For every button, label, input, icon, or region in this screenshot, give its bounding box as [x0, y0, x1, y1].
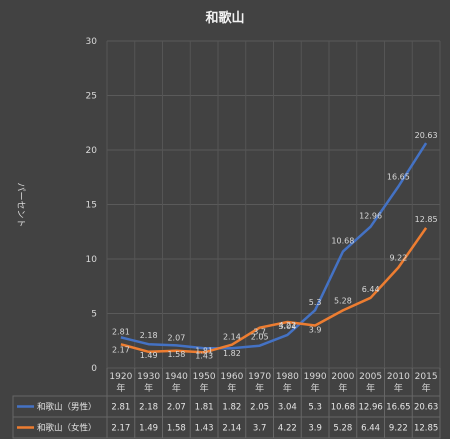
- y-tick-label: 25: [86, 92, 97, 102]
- y-axis-label: パーセント: [15, 182, 26, 227]
- data-label: 1.81: [195, 346, 213, 355]
- table-cell: 3.04: [278, 403, 297, 413]
- data-label: 1.49: [140, 351, 158, 360]
- y-tick-label: 10: [86, 255, 98, 265]
- x-tick-label: 2005: [359, 372, 382, 382]
- x-tick-label: 1990: [304, 372, 327, 382]
- table-cell: 16.65: [386, 403, 410, 413]
- y-tick-label: 5: [91, 310, 97, 320]
- table-cell: 1.82: [222, 403, 241, 413]
- y-tick-label: 20: [86, 146, 98, 156]
- data-label: 3.9: [309, 325, 322, 334]
- x-tick-label: 2015: [415, 372, 438, 382]
- table-cell: 3.7: [253, 424, 267, 434]
- data-label: 2.07: [167, 333, 185, 342]
- legend-label: 和歌山（男性）: [37, 402, 97, 413]
- gridlines: [106, 40, 441, 369]
- x-tick-suffix: 年: [394, 382, 403, 394]
- series-line: [120, 227, 428, 354]
- data-label: 2.81: [112, 327, 130, 336]
- data-label: 9.22: [389, 254, 407, 263]
- x-tick-suffix: 年: [172, 382, 181, 394]
- table-cell: 6.44: [361, 424, 380, 434]
- table-cell: 1.43: [195, 424, 214, 434]
- table-cell: 2.05: [250, 403, 269, 413]
- data-label: 2.17: [112, 345, 130, 354]
- x-tick-suffix: 年: [366, 382, 375, 394]
- table-cell: 5.3: [308, 403, 322, 413]
- x-tick-label: 1930: [137, 372, 160, 382]
- table-cell: 1.81: [195, 403, 214, 413]
- series-line: [120, 142, 428, 350]
- table-cell: 3.9: [308, 424, 322, 434]
- data-label: 5.28: [334, 296, 352, 305]
- table-cell: 2.14: [222, 424, 241, 434]
- data-label: 3.7: [253, 328, 266, 337]
- x-tick-suffix: 年: [116, 382, 125, 394]
- y-axis-ticks: 0 5 10 15 20 25 30: [86, 37, 98, 374]
- x-tick-suffix: 年: [422, 382, 431, 394]
- table-cell: 12.96: [358, 403, 382, 413]
- x-tick-label: 1980: [276, 372, 299, 382]
- y-tick-label: 30: [86, 37, 98, 47]
- x-tick-suffix: 年: [144, 382, 153, 394]
- series-lines: [120, 142, 428, 354]
- data-label: 16.65: [387, 173, 410, 182]
- data-label: 2.18: [140, 331, 158, 340]
- data-label: 5.3: [309, 298, 322, 307]
- table-cell: 1.49: [139, 424, 158, 434]
- data-label: 4.22: [278, 321, 296, 330]
- x-tick-label: 1950: [193, 372, 216, 382]
- data-label: 12.96: [359, 212, 382, 221]
- table-cell: 2.81: [111, 403, 130, 413]
- x-tick-suffix: 年: [227, 382, 236, 394]
- table-cell: 2.07: [167, 403, 186, 413]
- table-cell: 1.58: [167, 424, 186, 434]
- data-label: 1.82: [223, 349, 241, 358]
- table-cell: 20.63: [414, 403, 438, 413]
- x-tick-label: 1940: [165, 372, 188, 382]
- table-cell: 2.17: [111, 424, 130, 434]
- y-tick-label: 0: [91, 364, 97, 374]
- x-tick-label: 2010: [387, 372, 410, 382]
- data-label: 1.58: [167, 350, 185, 359]
- data-table: 1920年1930年1940年1950年1960年1970年1980年1990年…: [12, 368, 441, 439]
- x-tick-suffix: 年: [311, 382, 320, 394]
- data-label: 3.04: [278, 322, 296, 331]
- table-cell: 4.22: [278, 424, 297, 434]
- x-tick-suffix: 年: [338, 382, 347, 394]
- data-label: 6.44: [362, 285, 380, 294]
- data-label: 10.68: [331, 237, 354, 246]
- table-cell: 10.68: [331, 403, 355, 413]
- data-label: 20.63: [415, 131, 438, 140]
- x-tick-label: 1960: [220, 372, 243, 382]
- x-tick-label: 1920: [109, 372, 132, 382]
- x-tick-suffix: 年: [255, 382, 264, 394]
- chart-title: 和歌山: [205, 10, 244, 26]
- data-label: 2.14: [223, 333, 241, 342]
- x-tick-suffix: 年: [200, 382, 209, 394]
- data-label: 1.43: [195, 351, 213, 360]
- data-labels: 2.81 2.18 2.07 1.81 1.82 2.05 3.04 5.3 10.68 12.9…: [112, 131, 438, 360]
- data-label: 2.05: [251, 333, 269, 342]
- y-tick-label: 15: [86, 201, 97, 211]
- table-cell: 12.85: [414, 424, 438, 434]
- legend-label: 和歌山（女性）: [37, 423, 97, 434]
- x-tick-suffix: 年: [283, 382, 292, 394]
- data-label: 12.85: [415, 215, 438, 224]
- table-cell: 5.28: [333, 424, 352, 434]
- table-cell: 2.18: [139, 403, 158, 413]
- x-tick-label: 1970: [248, 372, 271, 382]
- x-tick-label: 2000: [331, 372, 354, 382]
- table-cell: 9.22: [389, 424, 408, 434]
